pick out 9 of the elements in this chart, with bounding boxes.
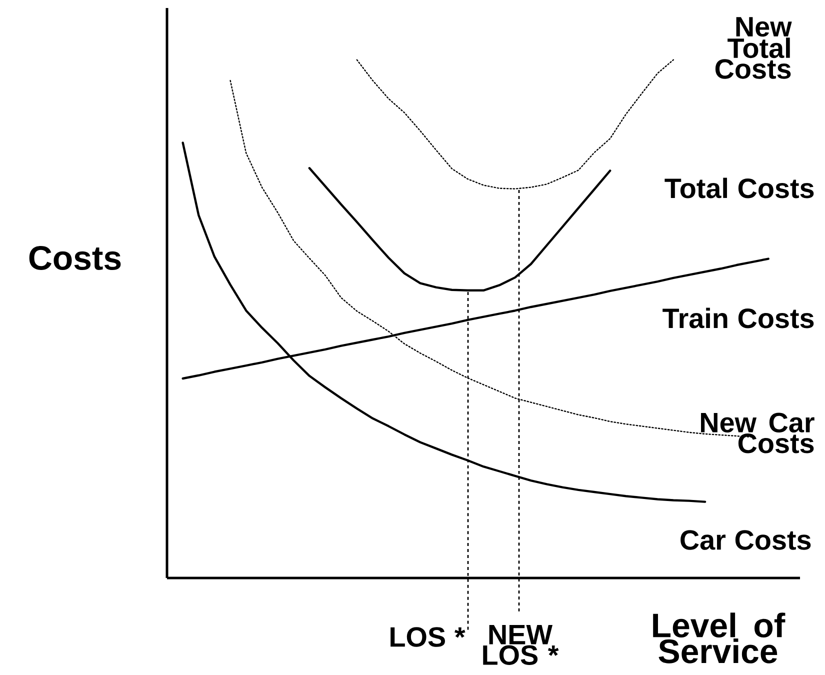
text: LOS * xyxy=(390,627,466,647)
x-axis-title: Level of Service xyxy=(653,612,786,664)
series-label: New Total Costs xyxy=(715,17,792,79)
text: NEW LOS * xyxy=(483,625,559,665)
series-label: Train Costs xyxy=(662,308,814,328)
series-label: Total Costs xyxy=(664,178,814,198)
y-axis-title: Costs xyxy=(29,246,121,270)
series-label: New Car Costs xyxy=(701,412,814,454)
series-label: Car Costs xyxy=(680,530,811,550)
